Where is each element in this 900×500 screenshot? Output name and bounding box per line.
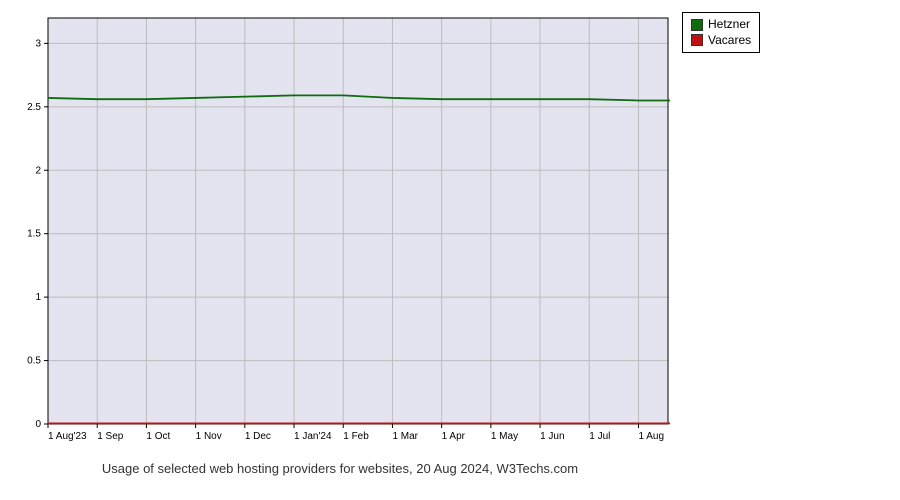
svg-text:1 Aug: 1 Aug — [638, 431, 664, 442]
svg-text:3: 3 — [35, 38, 41, 49]
svg-text:0.5: 0.5 — [27, 356, 41, 367]
svg-text:1: 1 — [35, 292, 41, 303]
svg-text:1 Jan'24: 1 Jan'24 — [294, 431, 332, 442]
svg-text:1 Aug'23: 1 Aug'23 — [48, 431, 87, 442]
chart-container: 0 0.5 1 1.5 2 2.5 3 1 Aug'23 1 Sep 1 Oct 1 Nov 1 De… — [10, 10, 890, 476]
legend-label: Vacares — [708, 33, 751, 49]
svg-text:1 Jun: 1 Jun — [540, 431, 564, 442]
legend-label: Hetzner — [708, 17, 750, 33]
chart-caption: Usage of selected web hosting providers … — [10, 461, 670, 476]
legend: HetznerVacares — [682, 12, 760, 53]
svg-text:1 Sep: 1 Sep — [97, 431, 124, 442]
svg-text:1 Apr: 1 Apr — [442, 431, 466, 442]
svg-text:1.5: 1.5 — [27, 229, 41, 240]
legend-swatch — [691, 34, 703, 46]
line-chart: 0 0.5 1 1.5 2 2.5 3 1 Aug'23 1 Sep 1 Oct 1 Nov 1 De… — [10, 10, 670, 450]
svg-text:1 Feb: 1 Feb — [343, 431, 369, 442]
svg-text:1 Nov: 1 Nov — [196, 431, 222, 442]
chart-wrapper: 0 0.5 1 1.5 2 2.5 3 1 Aug'23 1 Sep 1 Oct 1 Nov 1 De… — [10, 10, 670, 476]
legend-item: Hetzner — [691, 17, 751, 33]
svg-text:1 May: 1 May — [491, 431, 518, 442]
svg-text:1 Oct: 1 Oct — [146, 431, 170, 442]
svg-text:1 Jul: 1 Jul — [589, 431, 610, 442]
svg-text:2.5: 2.5 — [27, 102, 41, 113]
svg-text:2: 2 — [35, 165, 41, 176]
svg-text:1 Mar: 1 Mar — [392, 431, 418, 442]
svg-text:0: 0 — [35, 419, 41, 430]
legend-item: Vacares — [691, 33, 751, 49]
svg-text:1 Dec: 1 Dec — [245, 431, 271, 442]
legend-swatch — [691, 19, 703, 31]
